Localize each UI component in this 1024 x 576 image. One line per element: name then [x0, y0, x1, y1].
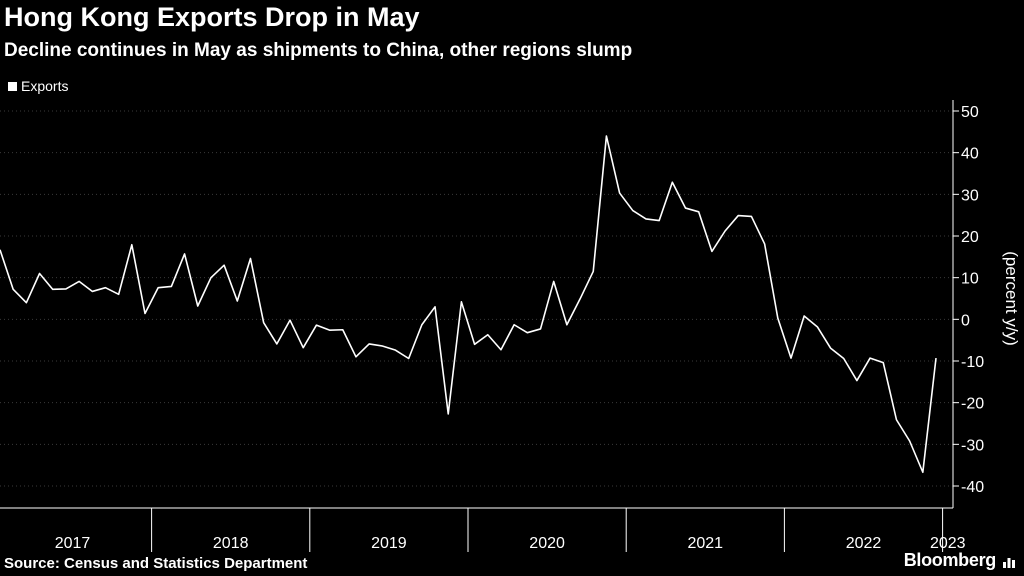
- x-tick-label: 2018: [213, 535, 249, 552]
- source-note: Source: Census and Statistics Department: [4, 555, 308, 572]
- y-tick-label: 50: [961, 104, 979, 121]
- x-tick-label: 2017: [55, 535, 91, 552]
- y-tick-label: -10: [961, 354, 984, 371]
- y-tick-label: 10: [961, 271, 979, 288]
- y-axis-label: (percent y/y): [1002, 251, 1021, 345]
- series-line-exports: [0, 135, 937, 474]
- y-tick-label: -40: [961, 479, 984, 496]
- y-tick-label: 20: [961, 229, 979, 246]
- brand-logo: Bloomberg: [903, 550, 997, 570]
- y-tick-label: 30: [961, 187, 979, 204]
- x-tick-label: 2022: [846, 535, 882, 552]
- y-tick-label: 0: [961, 312, 970, 329]
- x-tick-label: 2021: [687, 535, 723, 552]
- chart-title: Hong Kong Exports Drop in May: [4, 2, 420, 32]
- bloomberg-chart-icon: [1003, 558, 1015, 568]
- x-tick-label: 2023: [930, 535, 966, 552]
- legend-swatch: [8, 81, 17, 91]
- legend: Exports: [8, 78, 68, 94]
- x-tick-label: 2020: [529, 535, 565, 552]
- y-tick-label: -30: [961, 437, 984, 454]
- chart-subtitle: Decline continues in May as shipments to…: [4, 40, 633, 61]
- x-tick-label: 2019: [371, 535, 407, 552]
- y-tick-label: -20: [961, 396, 984, 413]
- y-tick-label: 40: [961, 146, 979, 163]
- legend-label: Exports: [21, 78, 69, 94]
